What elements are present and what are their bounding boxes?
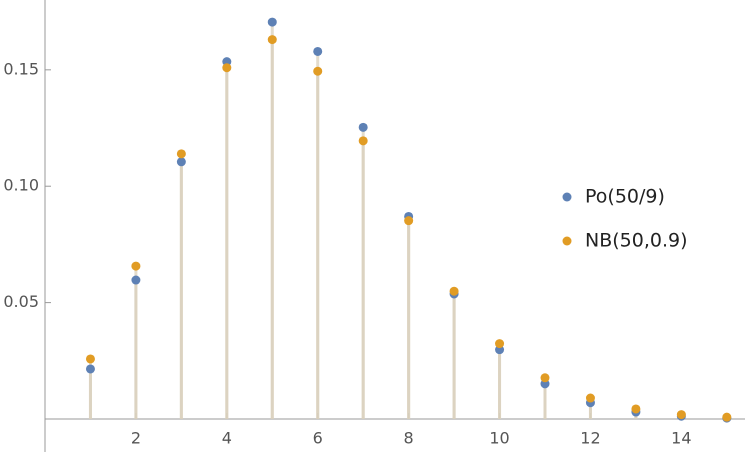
point (676, 410, 686, 420)
x-tick-label: 4 (222, 429, 232, 448)
x-tick-label: 8 (404, 429, 414, 448)
point (358, 122, 368, 132)
point (722, 412, 732, 422)
x-tick-label: 6 (313, 429, 323, 448)
point (449, 286, 459, 296)
legend-label: NB(50,0.9) (585, 230, 688, 252)
point (631, 404, 641, 414)
legend-label: Po(50/9) (585, 186, 665, 208)
x-tick-label: 2 (131, 429, 141, 448)
point (85, 354, 95, 364)
x-tick-label: 14 (671, 429, 691, 448)
point (222, 63, 232, 73)
point (176, 149, 186, 159)
point (131, 261, 141, 271)
point (358, 136, 368, 146)
y-tick-label: 0.15 (3, 59, 39, 78)
point (313, 66, 323, 76)
y-tick-label: 0.10 (3, 176, 39, 195)
point (176, 157, 186, 167)
point (313, 46, 323, 56)
point (540, 373, 550, 383)
point (85, 364, 95, 374)
point (267, 17, 277, 27)
legend-marker (562, 192, 572, 202)
legend-marker (562, 236, 572, 246)
y-tick-label: 0.05 (3, 292, 39, 311)
point (131, 275, 141, 285)
point (495, 339, 505, 349)
x-tick-label: 12 (580, 429, 600, 448)
x-tick-label: 10 (489, 429, 509, 448)
point (404, 216, 414, 226)
point (585, 393, 595, 403)
point (267, 35, 277, 45)
